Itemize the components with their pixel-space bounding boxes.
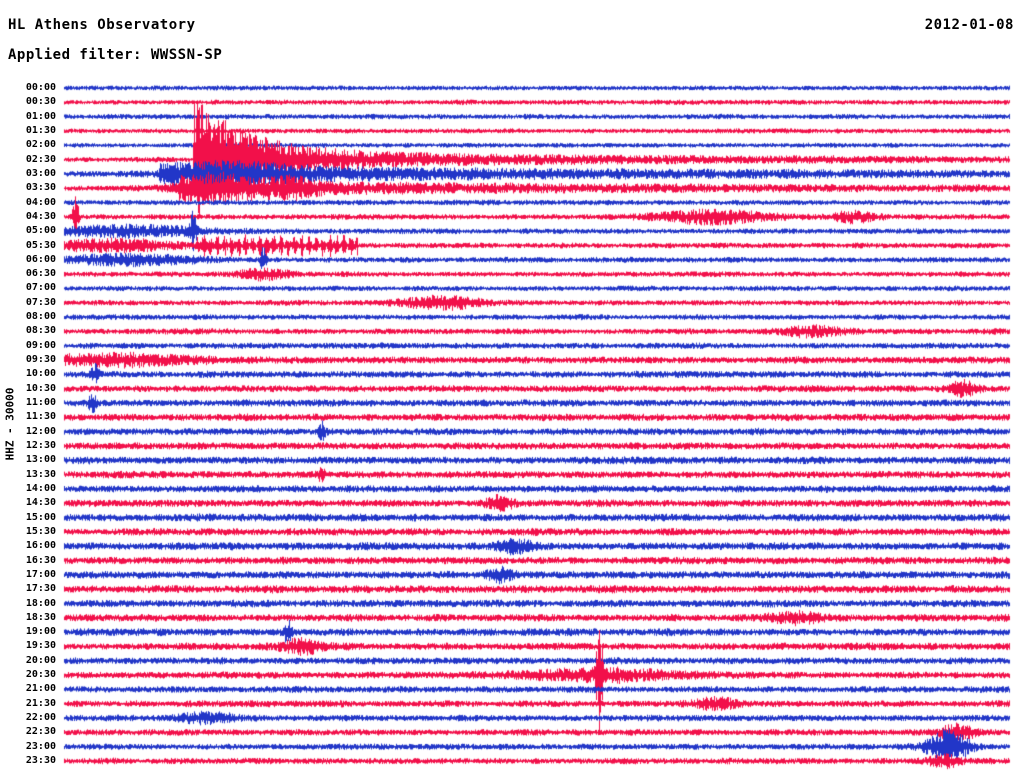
seismogram-traces [0, 0, 1024, 780]
helicorder-page: HL Athens Observatory 2012-01-08 Applied… [0, 0, 1024, 780]
